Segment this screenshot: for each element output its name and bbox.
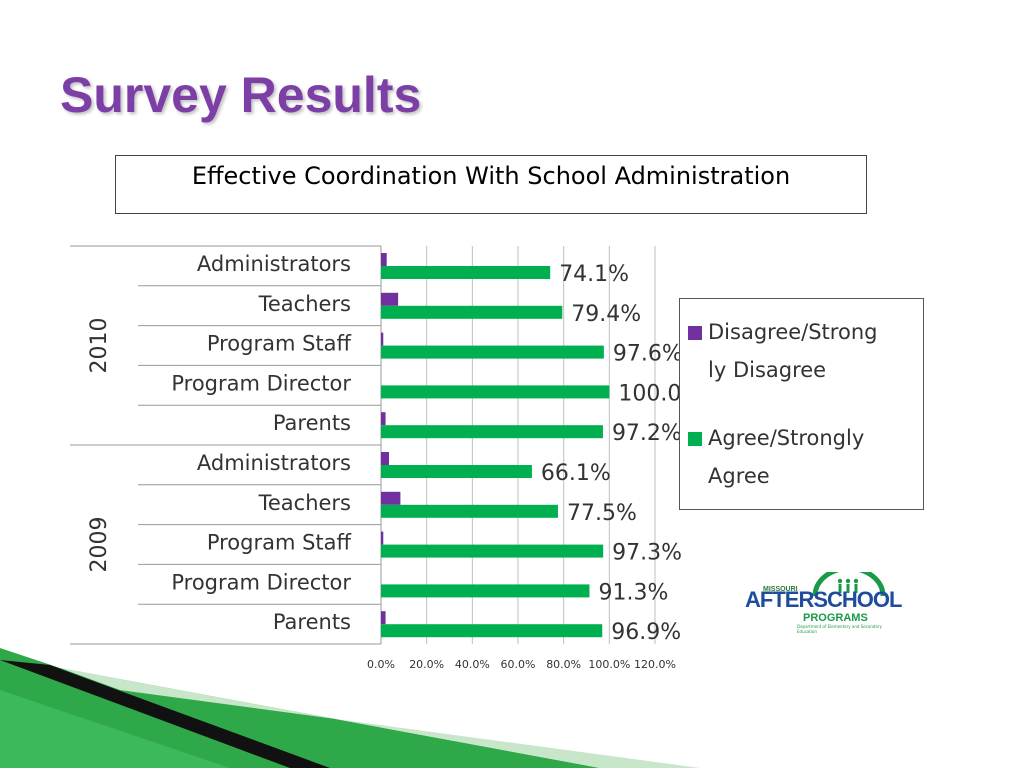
bar-disagree [381,491,401,505]
logo-arch-icon [812,572,886,597]
chart-title-box: Effective Coordination With School Admin… [115,155,867,214]
x-tick-label: 80.0% [546,658,581,671]
bar-agree [381,544,604,558]
logo-text-missouri: MISSOURI [763,586,798,593]
category-label: Teachers [258,491,351,515]
bar-disagree [381,332,384,346]
logo-text-programs: PROGRAMS [803,612,868,624]
legend-label-disagree-1: Disagree/Strong [708,320,878,344]
slide-title: Survey Results [60,67,422,123]
bar-disagree [381,611,386,625]
data-label-agree: 79.4% [571,302,641,327]
bar-disagree [381,412,386,426]
bar-agree [381,305,563,319]
data-label-agree: 74.1% [559,262,629,287]
bar-agree [381,584,590,598]
bar-agree [381,266,551,279]
afterschool-logo: MISSOURI AFTERSCHOOL PROGRAMS Department… [745,572,902,634]
legend-item-disagree: Disagree/Strong ly Disagree [688,313,920,389]
group-label-2009: 2009 [87,517,112,573]
x-tick-label: 0.0% [367,658,395,671]
bar-disagree [381,253,387,266]
data-label-agree: 91.3% [598,580,668,605]
legend-swatch-disagree [688,326,702,340]
bar-disagree [381,292,399,306]
legend: Disagree/Strong ly Disagree Agree/Strongl… [679,298,924,510]
data-label-agree: 77.5% [567,501,637,526]
data-label-agree: 96.9% [611,620,681,645]
bar-agree [381,425,603,439]
legend-label-disagree-2: ly Disagree [708,358,827,382]
x-tick-label: 100.0% [588,658,630,671]
category-label: Administrators [197,451,351,475]
legend-label-agree-1: Agree/Strongly [708,426,865,450]
category-label: Program Director [171,570,351,594]
category-label: Program Staff [207,531,352,555]
decor-black-sweep [0,660,330,768]
chart-title: Effective Coordination With School Admin… [191,162,791,190]
x-tick-label: 40.0% [455,658,490,671]
bar-agree [381,385,610,399]
x-tick-label: 60.0% [501,658,536,671]
x-tick-label: 120.0% [634,658,676,671]
legend-swatch-agree [688,432,702,446]
category-label: Program Staff [207,332,352,356]
logo-text-afterschool: AFTERSCHOOL [745,587,902,612]
bar-agree [381,345,604,359]
group-label-2010: 2010 [87,318,112,374]
bar-agree [381,465,532,478]
legend-label-agree-2: Agree [708,464,770,488]
data-label-agree: 97.6% [613,342,683,367]
category-label: Parents [273,411,351,435]
bar-agree [381,504,558,518]
decor-green-sweep [0,648,600,768]
legend-item-agree: Agree/Strongly Agree [688,419,920,495]
category-label: Program Director [171,371,351,395]
data-label-agree: 97.2% [612,421,682,446]
category-label: Parents [273,610,351,634]
decor-green-corner [0,690,230,768]
category-label: Administrators [197,252,351,276]
data-label-agree: 66.1% [541,461,611,486]
category-label: Teachers [258,292,351,316]
x-tick-label: 20.0% [409,658,444,671]
bar-agree [381,624,603,638]
data-label-agree: 97.3% [612,541,682,566]
bar-disagree [381,531,384,545]
bar-disagree [381,452,389,465]
logo-text-department: Department of Elementary and Secondary E… [797,624,882,634]
